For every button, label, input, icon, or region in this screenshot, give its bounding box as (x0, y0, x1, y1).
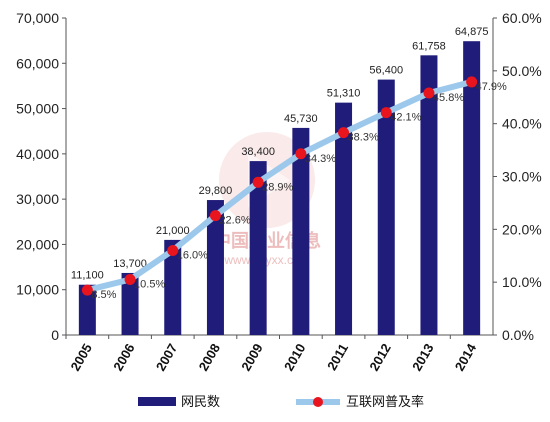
line-value-label: 22.6% (219, 215, 250, 227)
bar (377, 79, 395, 336)
bar (164, 239, 182, 335)
bar (249, 161, 267, 335)
legend-label-line: 互联网普及率 (346, 394, 424, 409)
bar-value-label: 51,310 (327, 88, 361, 100)
bar-value-label: 21,000 (156, 225, 190, 237)
y-right-tick-label: 50.0% (502, 63, 542, 79)
bar-value-label: 13,700 (113, 258, 147, 270)
bar-value-label: 64,875 (455, 26, 489, 38)
x-category-label: 2012 (366, 341, 393, 374)
line-value-label: 42.1% (390, 112, 421, 124)
y-left-tick-label: 0 (51, 327, 59, 343)
line-value-label: 28.9% (262, 181, 293, 193)
legend: 网民数 互联网普及率 (138, 394, 424, 409)
line-marker (167, 244, 179, 256)
x-category-label: 2010 (281, 341, 308, 374)
line-value-label: 47.9% (476, 81, 507, 93)
bar (78, 284, 96, 335)
bar-value-label: 29,800 (199, 185, 233, 197)
x-category-label: 2006 (110, 341, 137, 374)
y-left-tick-label: 60,000 (16, 55, 59, 71)
line-marker (466, 76, 478, 88)
y-right-tick-label: 40.0% (502, 116, 542, 132)
legend-swatch-bars (138, 397, 176, 406)
line-marker (124, 274, 136, 286)
line-value-label: 16.0% (177, 249, 208, 261)
bar (420, 55, 438, 335)
x-category-label: 2013 (409, 341, 436, 374)
y-right-tick-label: 10.0% (502, 274, 542, 290)
y-right-tick-label: 30.0% (502, 169, 542, 185)
y-right-tick-label: 20.0% (502, 221, 542, 237)
y-right-tick-label: 60.0% (502, 10, 542, 26)
x-category-label: 2008 (196, 341, 223, 374)
line-value-label: 38.3% (348, 132, 379, 144)
y-right-tick-label: 0.0% (502, 327, 534, 343)
line-value-label: 45.8% (433, 92, 464, 104)
x-category-label: 2007 (153, 341, 180, 374)
line-marker (295, 148, 307, 160)
line-path (84, 78, 475, 294)
line-marker (423, 87, 435, 99)
bar-value-label: 11,100 (71, 270, 104, 282)
bar-series: 11,100 13,700 21,000 29,800 38,400 45,730 51,3… (71, 26, 489, 336)
bar (206, 200, 224, 335)
y-left-tick-label: 30,000 (16, 191, 59, 207)
line-marker (81, 284, 93, 296)
y-left-tick-label: 40,000 (16, 146, 59, 162)
bar-value-label: 61,758 (412, 40, 446, 52)
bar (121, 272, 139, 335)
bar (463, 41, 481, 336)
line-marker (209, 210, 221, 222)
line-value-label: 8.5% (91, 289, 116, 301)
y-left-tick-label: 10,000 (16, 282, 59, 298)
x-category-label: 2011 (324, 341, 351, 373)
line-series: 8.5% 10.5% 16.0% 22.6% 28.9% 34.3% 38.3% 42.1% 4… (81, 76, 507, 301)
x-category-label: 2005 (67, 341, 94, 374)
bar-value-label: 45,730 (284, 113, 318, 125)
line-value-label: 34.3% (305, 153, 336, 165)
legend-label-bars: 网民数 (181, 394, 220, 409)
y-left-tick-label: 50,000 (16, 101, 59, 117)
bar-value-label: 38,400 (241, 146, 275, 158)
bar-value-label: 56,400 (369, 65, 403, 77)
legend-swatch-marker (313, 397, 323, 407)
line-marker (252, 176, 264, 188)
y-left-tick-label: 20,000 (16, 236, 59, 252)
bar (335, 102, 353, 335)
x-category-label: 2009 (238, 341, 265, 374)
line-value-label: 10.5% (134, 279, 165, 291)
bar (292, 127, 310, 335)
y-left-tick-label: 70,000 (16, 10, 59, 26)
line-marker (338, 127, 350, 139)
x-category-label: 2014 (452, 340, 480, 373)
line-marker (380, 107, 392, 119)
